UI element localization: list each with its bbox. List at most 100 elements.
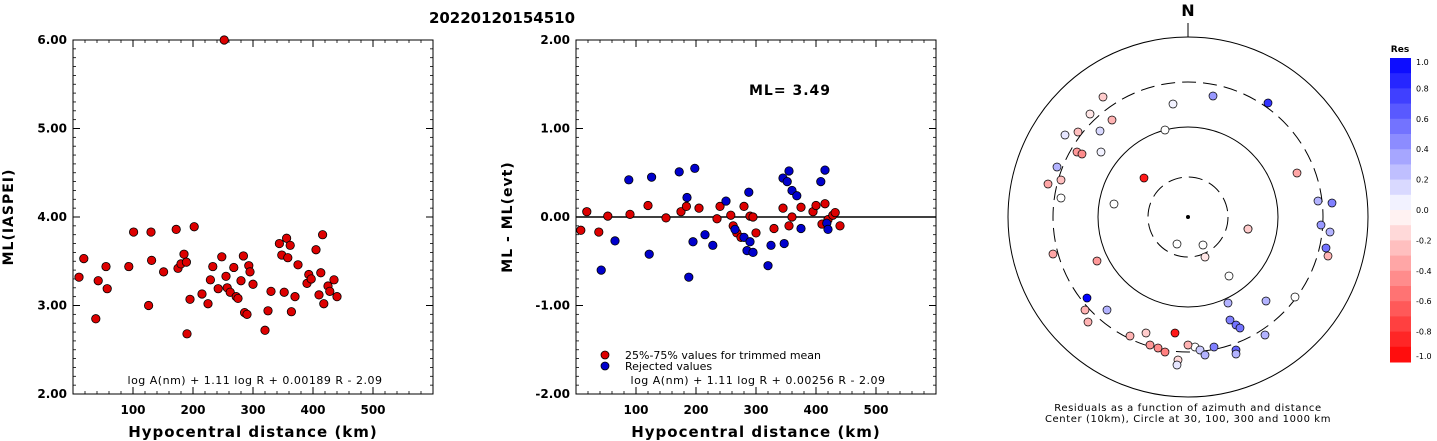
colorbar-cell (1390, 270, 1411, 287)
data-point-p1-s0 (101, 261, 111, 272)
station-point (1261, 296, 1271, 306)
data-point-p1-s0 (213, 284, 223, 294)
data-point-p1-s0 (93, 276, 103, 286)
x-tick-label: 400 (300, 403, 325, 417)
data-point-p2-s0 (576, 225, 586, 235)
station-point (1183, 340, 1193, 350)
data-point-p2-s1 (792, 191, 802, 201)
station-point (1085, 109, 1095, 119)
data-point-p2-s0 (784, 221, 794, 231)
data-point-p1-s0 (306, 274, 316, 284)
data-point-p1-s0 (189, 222, 199, 232)
data-point-p2-s0 (603, 211, 613, 221)
ring-100km (1097, 126, 1279, 308)
y-axis-label-2: ML - ML(evt) (500, 161, 516, 272)
colorbar-cell (1390, 73, 1411, 89)
data-point-p2-s0 (811, 200, 821, 211)
data-point-p2-s1 (779, 238, 789, 249)
station-point (1225, 315, 1235, 325)
station-point (1125, 331, 1135, 341)
x-axis-label-1: Hypocentral distance (km) (128, 423, 378, 441)
data-point-p1-s0 (263, 306, 273, 316)
y-tick-label: 5.00 (37, 122, 67, 136)
data-point-p1-s0 (185, 294, 195, 304)
colorbar-cell (1390, 58, 1411, 74)
data-point-p1-s0 (74, 272, 84, 282)
data-point-p1-s0 (266, 286, 276, 296)
station-point (1056, 193, 1066, 203)
data-point-p1-s0 (311, 245, 321, 255)
colorbar-tick-label: 0.0 (1416, 206, 1429, 215)
data-point-p1-s0 (319, 299, 329, 309)
data-point-p1-s0 (290, 292, 300, 302)
station-point (1048, 249, 1058, 259)
data-point-p1-s0 (238, 251, 248, 261)
north-label: N (1181, 1, 1194, 20)
station-point (1243, 224, 1253, 234)
panel-ml-vs-distance: 2.00 3.00 4.00 5.00 6.00 100 200 300 400 500 Hypo… (1, 33, 434, 441)
y-tick-label: -2.00 (535, 387, 570, 401)
data-point-p1-s0 (286, 307, 296, 317)
data-point-p2-s1 (646, 172, 657, 182)
colorbar-tick-label: 1.0 (1416, 58, 1429, 67)
data-point-p2-s0 (835, 221, 845, 231)
colorbar-cell (1390, 286, 1411, 302)
station-point (1109, 199, 1119, 209)
colorbar-cell (1390, 240, 1411, 257)
data-point-p2-s0 (661, 213, 671, 223)
legend-marker-kept (600, 350, 610, 360)
x-tick-label: 300 (743, 403, 768, 417)
ticks-1: 2.00 3.00 4.00 5.00 6.00 100 200 300 400 500 (37, 33, 434, 417)
data-point-p2-s1 (596, 265, 606, 275)
data-point-p2-s1 (744, 187, 754, 197)
data-point-p1-s0 (285, 240, 295, 250)
legend-label-rejected: Rejected values (625, 360, 712, 373)
panel-residual-vs-distance: -2.00 -1.00 0.00 1.00 2.00 100 200 300 400 500 Hy… (500, 33, 937, 441)
data-point-p1-s0 (147, 255, 157, 265)
colorbar-cell (1390, 346, 1411, 363)
data-point-p2-s1 (721, 196, 731, 206)
data-point-p2-s0 (676, 207, 686, 217)
data-point-p2-s0 (594, 227, 604, 237)
data-point-p2-s1 (674, 167, 684, 177)
colorbar-tick-label: 0.2 (1416, 176, 1429, 185)
ring-1000km (1007, 36, 1369, 398)
data-point-p1-s0 (208, 261, 218, 272)
data-point-p1-s0 (329, 275, 339, 285)
station-point (1198, 240, 1208, 250)
data-point-p2-s1 (748, 247, 758, 257)
data-point-p1-s0 (332, 292, 342, 302)
data-point-p2-s1 (688, 237, 698, 247)
y-tick-label: 6.00 (37, 33, 67, 47)
plot-frame-1 (72, 39, 434, 395)
station-point (1077, 149, 1087, 159)
station-point (1313, 196, 1323, 206)
ticks-2: -2.00 -1.00 0.00 1.00 2.00 100 200 300 400 500 (535, 33, 937, 417)
data-point-p2-s1 (763, 261, 773, 271)
station-point (1224, 271, 1234, 281)
station-point (1043, 179, 1053, 189)
y-tick-label: 0.00 (540, 210, 570, 224)
data-point-p1-s0 (91, 314, 101, 324)
colorbar-cell (1390, 316, 1411, 333)
station-point (1160, 347, 1170, 357)
data-point-p1-s0 (233, 293, 243, 304)
colorbar-cell (1390, 149, 1411, 165)
station-point (1095, 126, 1105, 136)
colorbar-tick-label: 0.8 (1416, 84, 1429, 93)
station-point (1321, 243, 1331, 253)
caption-line-2: Center (10km), Circle at 30, 100, 300 an… (1045, 414, 1331, 425)
data-point-p1-s0 (179, 249, 189, 259)
data-point-p2-s0 (712, 214, 722, 224)
data-point-p2-s1 (708, 240, 718, 250)
data-point-p1-s0 (79, 253, 89, 264)
formula-1: log A(nm) + 1.11 log R + 0.00189 R - 2.0… (128, 374, 383, 387)
data-point-p1-s0 (221, 271, 231, 281)
data-point-p1-s0 (124, 261, 134, 272)
station-point (1172, 360, 1182, 370)
data-point-p2-s0 (739, 201, 749, 211)
data-point-p1-s0 (325, 286, 335, 296)
y-tick-label: 3.00 (37, 299, 67, 313)
points-2 (576, 163, 845, 282)
